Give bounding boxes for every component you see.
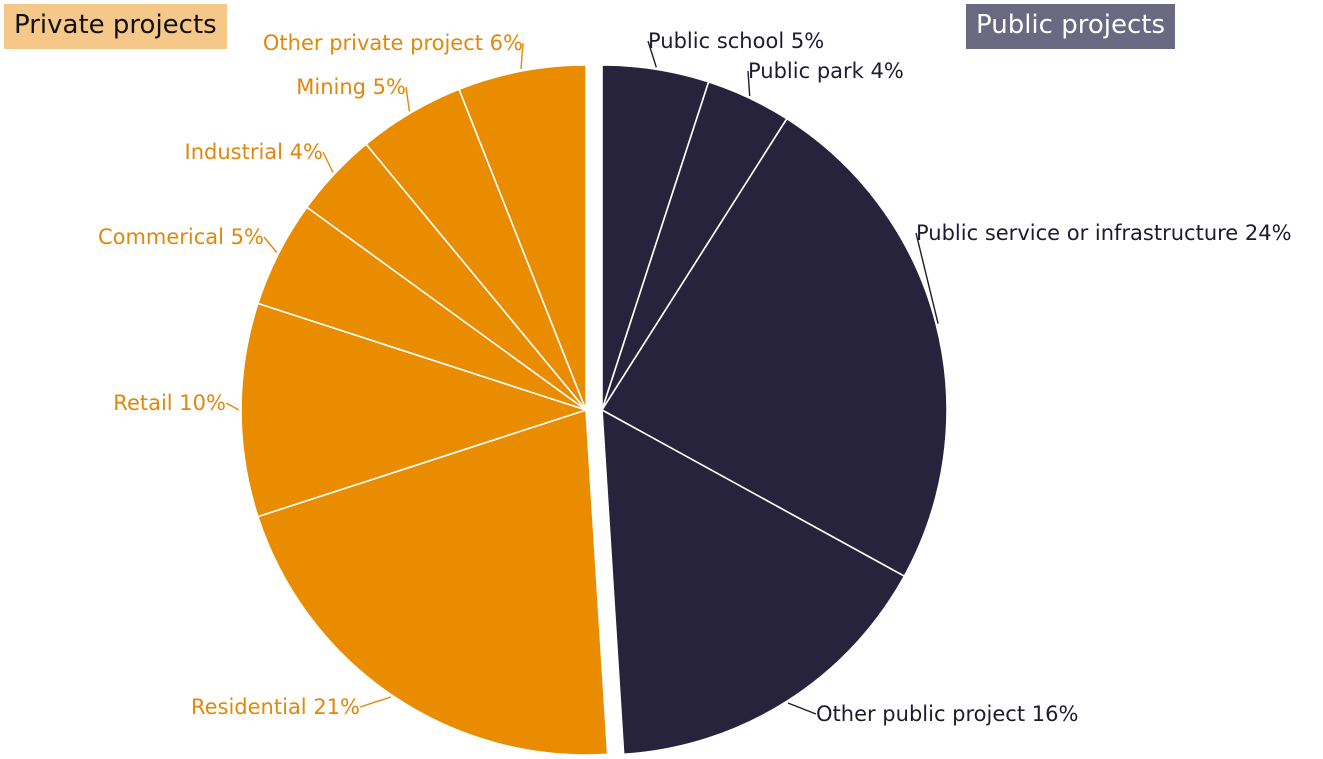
pie-slice <box>240 302 589 518</box>
pie-slice <box>601 408 906 756</box>
leader-line <box>915 232 939 324</box>
leader-line <box>405 86 411 112</box>
leader-line <box>322 151 334 173</box>
legend-public-projects: Public projects <box>966 4 1175 49</box>
legend-private-projects: Private projects <box>4 4 227 49</box>
slice-label: Public service or infrastructure 24% <box>916 221 1292 245</box>
leader-line <box>359 696 392 708</box>
slice-label: Other public project 16% <box>816 702 1078 726</box>
slice-label: Industrial 4% <box>185 140 323 164</box>
pie-slice <box>457 64 587 411</box>
slice-label: Public school 5% <box>648 29 824 53</box>
slice-label: Mining 5% <box>296 75 406 99</box>
leader-line <box>520 42 524 70</box>
slice-label: Commerical 5% <box>98 225 264 249</box>
pie-slice <box>256 408 609 756</box>
leader-line <box>747 70 751 97</box>
leader-line <box>263 236 278 253</box>
leader-line <box>225 402 240 411</box>
pie-slice <box>600 117 948 578</box>
slice-label: Residential 21% <box>191 695 360 719</box>
slice-label: Other private project 6% <box>263 31 523 55</box>
leader-line <box>787 702 817 715</box>
slice-label: Public park 4% <box>748 59 904 83</box>
leader-line <box>647 40 657 68</box>
slice-label: Retail 10% <box>113 391 226 415</box>
